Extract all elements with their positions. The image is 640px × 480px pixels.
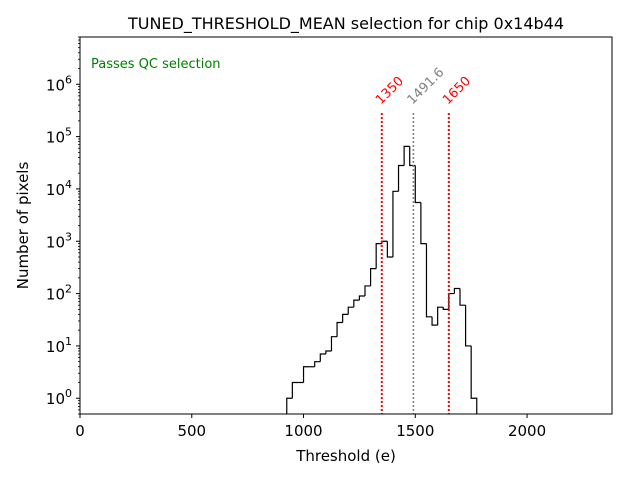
histogram-bin [291, 381, 298, 399]
histogram-bin [453, 287, 460, 294]
reference-line-label: 1491.6 [405, 65, 448, 108]
chart-title: TUNED_THRESHOLD_MEAN selection for chip … [127, 14, 564, 34]
histogram-bin [397, 164, 405, 192]
y-tick-label: 104 [46, 178, 72, 199]
histogram-bin [392, 190, 399, 258]
histogram-bin [464, 305, 472, 347]
reference-line-label: 1350 [373, 74, 407, 108]
histogram-bin [375, 243, 382, 269]
x-tick-label: 0 [75, 422, 85, 440]
histogram-bin [358, 295, 365, 301]
y-tick-label: 105 [46, 126, 72, 147]
histogram-bin [330, 336, 338, 351]
x-tick-label: 1000 [284, 422, 322, 440]
histogram-bin [325, 350, 332, 355]
histogram-bin [364, 285, 371, 296]
histogram-bin [319, 353, 326, 362]
histogram-bin [336, 321, 343, 337]
histogram-bin [403, 145, 410, 166]
histogram-bin [286, 397, 293, 414]
y-tick-label: 100 [46, 387, 72, 408]
y-tick-label: 102 [46, 283, 72, 304]
histogram-bin [314, 361, 321, 367]
histogram-bin [442, 307, 449, 310]
y-axis-label: Number of pixels [14, 162, 32, 290]
y-tick-label: 106 [46, 73, 72, 94]
histogram-bin [470, 345, 478, 414]
histogram-bin [414, 165, 421, 204]
histogram-bin [347, 306, 354, 315]
y-tick-label: 103 [46, 230, 72, 251]
x-tick-label: 1500 [396, 422, 434, 440]
histogram-bin [386, 241, 393, 258]
x-tick-label: 2000 [508, 422, 546, 440]
y-tick-label: 101 [46, 335, 72, 356]
histogram-bin [425, 243, 433, 318]
qc-selection-annotation: Passes QC selection [91, 57, 221, 72]
histogram-bin [420, 202, 427, 245]
x-axis-label: Threshold (e) [295, 447, 396, 465]
histogram-bin [409, 146, 416, 167]
histogram-bin [369, 268, 377, 286]
histogram-bin [431, 316, 438, 326]
plot-frame [79, 36, 613, 415]
histogram-bin [353, 299, 360, 308]
histogram-bin [342, 313, 349, 323]
reference-line-label: 1650 [440, 74, 474, 108]
histogram-bin [459, 288, 466, 306]
x-tick-label: 500 [177, 422, 206, 440]
histogram-bin [437, 306, 444, 326]
histogram-bin [302, 366, 310, 383]
